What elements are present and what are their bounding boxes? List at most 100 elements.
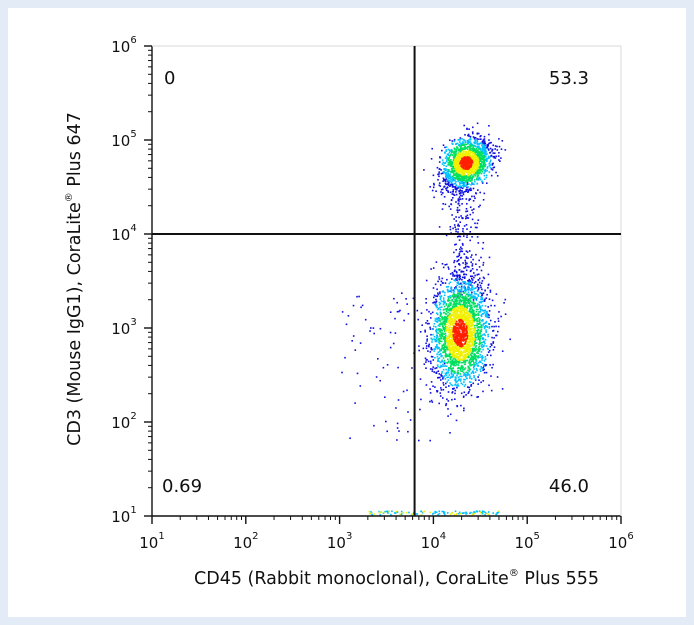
event-dot [490,159,492,162]
event-dot [444,282,447,284]
event-dot [465,326,468,329]
event-dot [473,137,476,139]
event-dot [478,143,480,145]
event-dot [455,249,457,251]
event-dot [460,366,462,368]
event-dot [449,318,452,320]
event-dot [481,288,483,291]
event-dot [466,310,468,312]
event-dot [499,160,501,162]
event-dot [465,273,468,276]
event-dot [455,361,457,364]
event-dot [480,315,483,318]
event-dot [439,284,442,286]
event-dot [481,356,483,358]
event-dot [456,373,458,375]
event-dot [445,382,447,385]
event-dot [382,511,385,514]
event-dot [438,347,440,349]
event-dot [472,145,475,147]
event-dot [448,337,450,340]
event-dot [426,338,428,340]
event-dot [462,228,464,230]
event-dot [451,369,453,372]
event-dot [509,338,511,341]
event-dot [490,155,492,157]
event-dot [457,152,460,154]
event-dot [479,191,481,194]
event-dot [464,185,466,187]
event-dot [427,350,429,352]
event-dot [474,141,477,143]
event-dot [482,139,484,142]
event-dot [455,335,457,337]
event-dot [488,310,491,312]
event-dot [439,306,441,309]
event-dot [458,297,461,299]
event-dot [466,146,469,148]
event-dot [496,512,498,514]
event-dot [470,288,472,290]
event-dot [429,186,431,188]
event-dot [487,155,490,158]
event-dot [472,355,475,358]
event-dot [484,142,487,145]
event-dot [472,347,475,350]
event-dot [477,323,479,325]
event-dot [480,367,483,369]
event-dot [487,333,489,336]
event-dot [397,399,400,401]
event-dot [472,152,474,155]
event-dot [445,150,447,152]
event-dot [474,350,476,352]
event-dot [448,321,451,324]
event-dot [439,334,441,336]
event-dot [479,348,482,350]
event-dot [451,392,453,394]
event-dot [459,160,461,163]
event-dot [477,312,479,315]
event-dot [471,296,474,299]
event-dot [468,349,471,352]
event-dot [460,165,462,167]
event-dot [476,182,478,185]
event-dot [459,194,462,197]
event-dot [451,318,453,320]
event-dot [477,352,479,355]
event-dot [453,310,456,312]
event-dot [469,364,471,367]
event-dot [474,226,477,229]
event-dot [466,166,468,169]
event-dot [452,190,454,193]
event-dot [445,155,448,158]
event-dot [473,158,475,160]
event-dot [460,147,462,149]
event-dot [459,332,462,335]
event-dot [459,137,462,139]
event-dot [448,328,450,331]
event-dot [449,326,451,329]
event-dot [480,324,482,326]
event-dot [486,144,488,146]
event-dot [471,164,474,167]
event-dot [471,144,474,146]
event-dot [440,349,443,352]
event-dot [471,319,474,322]
event-dot [449,139,451,141]
event-dot [481,298,484,300]
event-dot [453,302,456,305]
event-dot [479,171,481,174]
event-dot [450,313,453,316]
event-dot [478,346,480,349]
event-dot [434,339,437,341]
event-dot [482,166,484,169]
event-dot [476,352,478,354]
event-dot [451,320,453,322]
event-dot [491,169,494,171]
event-dot [481,319,484,321]
event-dot [443,511,445,514]
event-dot [466,265,469,268]
event-dot [457,292,460,295]
event-dot [466,217,469,219]
event-dot [477,161,479,163]
